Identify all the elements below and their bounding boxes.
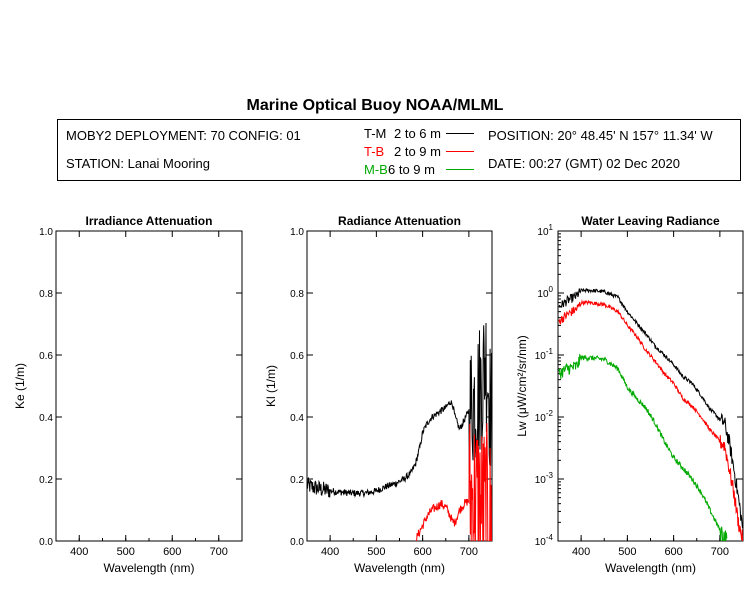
y-axis-label: Ke (1/m) xyxy=(13,363,27,409)
plot-frame-2 xyxy=(557,230,744,542)
y-tick-label: 0.8 xyxy=(39,289,53,300)
series-line-1-1 xyxy=(415,422,492,541)
x-tick-label: 400 xyxy=(572,546,590,558)
y-tick-label: 1.0 xyxy=(39,227,53,238)
y-tick-label: 0.0 xyxy=(290,537,304,548)
x-tick-label: 600 xyxy=(664,546,682,558)
chart-title-2: Water Leaving Radiance xyxy=(581,214,720,228)
x-tick-label: 400 xyxy=(70,546,88,558)
x-tick-label: 700 xyxy=(711,546,729,558)
series-line-2-1 xyxy=(558,299,743,541)
series-line-1-0 xyxy=(307,322,492,499)
y-tick-label: 0.4 xyxy=(39,413,53,424)
legend-code-tb: T-B xyxy=(364,144,385,159)
series-line-2-2 xyxy=(558,353,728,541)
y-axis-label: Kl (1/m) xyxy=(264,365,278,407)
x-axis-label: Wavelength (nm) xyxy=(104,561,195,575)
y-tick-label: 101 xyxy=(537,223,553,238)
y-tick-label: 0.6 xyxy=(290,351,304,362)
x-tick-label: 500 xyxy=(117,546,135,558)
x-axis-label: Wavelength (nm) xyxy=(354,561,445,575)
x-tick-label: 400 xyxy=(321,546,339,558)
legend-code-mb: M-B xyxy=(364,162,388,177)
deployment-info-box: MOBY2 DEPLOYMENT: 70 CONFIG: 01 STATION:… xyxy=(57,119,741,181)
y-tick-label: 0.2 xyxy=(290,475,304,486)
legend-range-mb: 6 to 9 m xyxy=(388,162,435,177)
x-tick-label: 500 xyxy=(367,546,385,558)
legend-range-tm: 2 to 6 m xyxy=(394,126,441,141)
chart-title-1: Radiance Attenuation xyxy=(338,214,461,228)
series-line-2-0 xyxy=(558,288,743,529)
x-tick-label: 700 xyxy=(210,546,228,558)
x-tick-label: 700 xyxy=(460,546,478,558)
y-tick-label: 10-1 xyxy=(535,347,554,362)
y-tick-label: 0.8 xyxy=(290,289,304,300)
x-tick-label: 600 xyxy=(163,546,181,558)
y-tick-label: 0.2 xyxy=(39,475,53,486)
y-tick-label: 0.4 xyxy=(290,413,304,424)
chart-title-0: Irradiance Attenuation xyxy=(86,214,213,228)
legend-range-tb: 2 to 9 m xyxy=(394,144,441,159)
legend-line-tb xyxy=(446,151,474,152)
plot-frame-0 xyxy=(55,230,243,542)
date-label: DATE: 00:27 (GMT) 02 Dec 2020 xyxy=(488,156,680,171)
legend-line-tm xyxy=(446,133,474,134)
y-tick-label: 0.6 xyxy=(39,351,53,362)
y-tick-label: 10-3 xyxy=(535,471,554,486)
legend-line-mb xyxy=(446,169,474,170)
y-axis-label: Lw (μW/cm²/sr/nm) xyxy=(515,335,529,437)
legend-code-tm: T-M xyxy=(364,126,387,141)
x-tick-label: 500 xyxy=(618,546,636,558)
y-tick-label: 10-4 xyxy=(535,533,554,548)
y-tick-label: 10-2 xyxy=(535,409,554,424)
y-tick-label: 1.0 xyxy=(290,227,304,238)
position-label: POSITION: 20° 48.45' N 157° 11.34' W xyxy=(488,128,713,143)
station-label: STATION: Lanai Mooring xyxy=(66,156,211,171)
x-tick-label: 600 xyxy=(413,546,431,558)
deployment-label: MOBY2 DEPLOYMENT: 70 CONFIG: 01 xyxy=(66,128,301,143)
y-tick-label: 0.0 xyxy=(39,537,53,548)
y-tick-label: 100 xyxy=(537,285,553,300)
page-title: Marine Optical Buoy NOAA/MLML xyxy=(246,97,504,114)
x-axis-label: Wavelength (nm) xyxy=(605,561,696,575)
